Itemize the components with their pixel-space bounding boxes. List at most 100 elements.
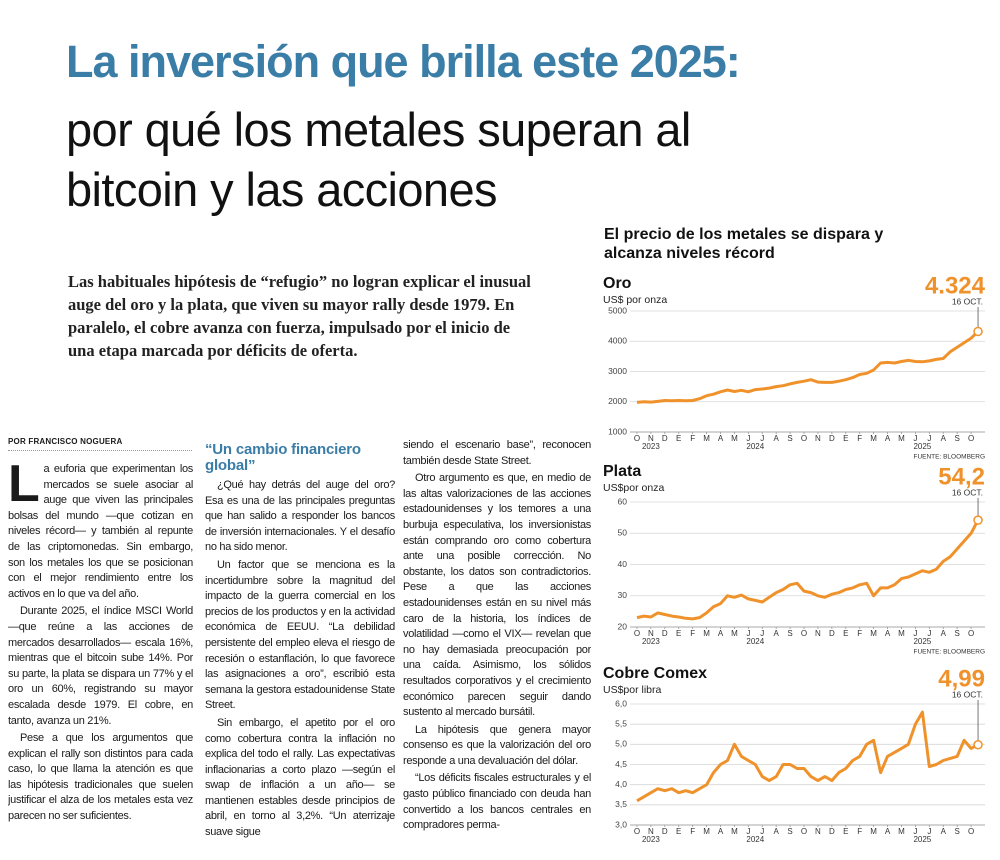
- y-tick-label: 30: [618, 590, 628, 600]
- highlight-point: [973, 739, 983, 750]
- paragraph: “Los déficits fiscales estructurales y e…: [403, 772, 591, 832]
- x-tick-label: O: [634, 629, 640, 638]
- highlight-label: 54,2: [938, 463, 985, 490]
- x-tick-label: O: [801, 629, 807, 638]
- x-tick-label: D: [829, 434, 835, 443]
- x-tick-label: N: [815, 434, 821, 443]
- x-tick-label: A: [718, 827, 724, 836]
- charts-title: El precio de los metales se dispara y al…: [604, 226, 884, 262]
- rule: [8, 450, 192, 451]
- x-tick-label: D: [829, 827, 835, 836]
- x-tick-label: S: [787, 434, 792, 443]
- x-tick-label: O: [634, 827, 640, 836]
- y-tick-label: 4,5: [615, 759, 627, 769]
- x-tick-label: N: [648, 827, 654, 836]
- headline-line: por qué los metales superan al: [66, 103, 691, 156]
- x-tick-label: N: [648, 629, 654, 638]
- x-tick-label: M: [731, 827, 738, 836]
- chart-title: Cobre Comex: [603, 665, 707, 682]
- x-tick-label: F: [857, 434, 862, 443]
- price-line: [636, 710, 979, 803]
- x-tick-label: A: [885, 827, 891, 836]
- x-tick-label: J: [760, 629, 764, 638]
- paragraph: Un factor que se menciona es la incertid…: [205, 558, 395, 712]
- y-tick-label: 3,5: [615, 799, 627, 809]
- paragraph: La hipótesis que genera mayor consenso e…: [403, 723, 591, 767]
- x-tick-label: F: [690, 629, 695, 638]
- highlight-date: 16 OCT.: [952, 689, 983, 699]
- x-tick-label: A: [774, 434, 780, 443]
- x-tick-label: M: [703, 629, 710, 638]
- x-tick-label: F: [690, 434, 695, 443]
- section-heading: “Un cambio financiero global”: [205, 442, 361, 474]
- x-tick-label: A: [718, 434, 724, 443]
- year-label: 2025: [913, 637, 931, 646]
- x-tick-label: J: [913, 434, 917, 443]
- year-label: 2023: [642, 442, 660, 451]
- x-tick-label: A: [941, 827, 947, 836]
- source: FUENTE: BLOOMBERG: [913, 454, 985, 461]
- paragraph: Durante 2025, el índice MSCI World —que …: [8, 605, 193, 727]
- year-label: 2024: [746, 637, 764, 646]
- x-tick-label: O: [968, 434, 974, 443]
- chart-title: Oro: [603, 275, 632, 292]
- x-tick-label: A: [885, 434, 891, 443]
- highlight-date: 16 OCT.: [952, 487, 983, 497]
- x-tick-label: J: [913, 827, 917, 836]
- x-tick-label: J: [913, 629, 917, 638]
- x-tick-label: O: [968, 629, 974, 638]
- highlight-date: 16 OCT.: [952, 296, 983, 306]
- paragraph: La euforia que experimentan los mercados…: [8, 462, 193, 600]
- y-tick-label: 3,0: [615, 819, 627, 829]
- x-tick-label: M: [731, 434, 738, 443]
- x-tick-label: M: [731, 629, 738, 638]
- y-tick-label: 60: [618, 496, 628, 506]
- year-label: 2025: [913, 442, 931, 451]
- y-tick-label: 4,0: [615, 779, 627, 789]
- y-tick-label: 5000: [608, 305, 627, 315]
- article-column: La euforia que experimentan los mercados…: [8, 462, 193, 860]
- x-tick-label: M: [703, 827, 710, 836]
- x-tick-label: O: [801, 434, 807, 443]
- x-tick-label: S: [954, 434, 959, 443]
- x-tick-label: J: [927, 827, 931, 836]
- x-tick-label: E: [676, 629, 681, 638]
- headline-line: bitcoin y las acciones: [66, 163, 498, 216]
- x-tick-label: A: [941, 434, 947, 443]
- x-tick-label: F: [690, 827, 695, 836]
- x-tick-label: M: [898, 827, 905, 836]
- x-tick-label: J: [746, 434, 750, 443]
- x-tick-label: M: [870, 434, 877, 443]
- x-tick-label: J: [927, 434, 931, 443]
- lede: Las habituales hipótesis de “refugio” no…: [68, 272, 531, 360]
- source: FUENTE: BLOOMBERG: [913, 649, 985, 656]
- x-tick-label: E: [843, 629, 848, 638]
- x-tick-label: E: [843, 827, 848, 836]
- x-tick-label: A: [885, 629, 891, 638]
- x-tick-label: E: [676, 827, 681, 836]
- x-tick-label: N: [815, 629, 821, 638]
- x-tick-label: E: [843, 434, 848, 443]
- x-tick-label: O: [801, 827, 807, 836]
- y-tick-label: 6,0: [615, 698, 627, 708]
- x-tick-label: F: [857, 827, 862, 836]
- article-column: “Un cambio financiero global” ¿Qué hay de…: [205, 442, 395, 854]
- highlight-point: [973, 326, 983, 337]
- x-tick-label: J: [746, 629, 750, 638]
- x-tick-label: O: [968, 827, 974, 836]
- unit-label: US$ por onza: [603, 294, 667, 306]
- y-tick-label: 2000: [608, 396, 627, 406]
- year-label: 2023: [642, 835, 660, 844]
- year-label: 2024: [746, 835, 764, 844]
- x-tick-label: O: [634, 434, 640, 443]
- x-tick-label: A: [774, 827, 780, 836]
- x-tick-label: S: [954, 629, 959, 638]
- y-tick-label: 3000: [608, 366, 627, 376]
- x-tick-label: M: [870, 827, 877, 836]
- paragraph: Pese a que los argumentos que explican e…: [8, 732, 193, 823]
- highlight-label: 4,99: [938, 665, 985, 692]
- highlight-point: [973, 515, 983, 525]
- article-column: siendo el escenario base”, reconocen tam…: [403, 438, 591, 854]
- unit-label: US$por onza: [603, 482, 664, 494]
